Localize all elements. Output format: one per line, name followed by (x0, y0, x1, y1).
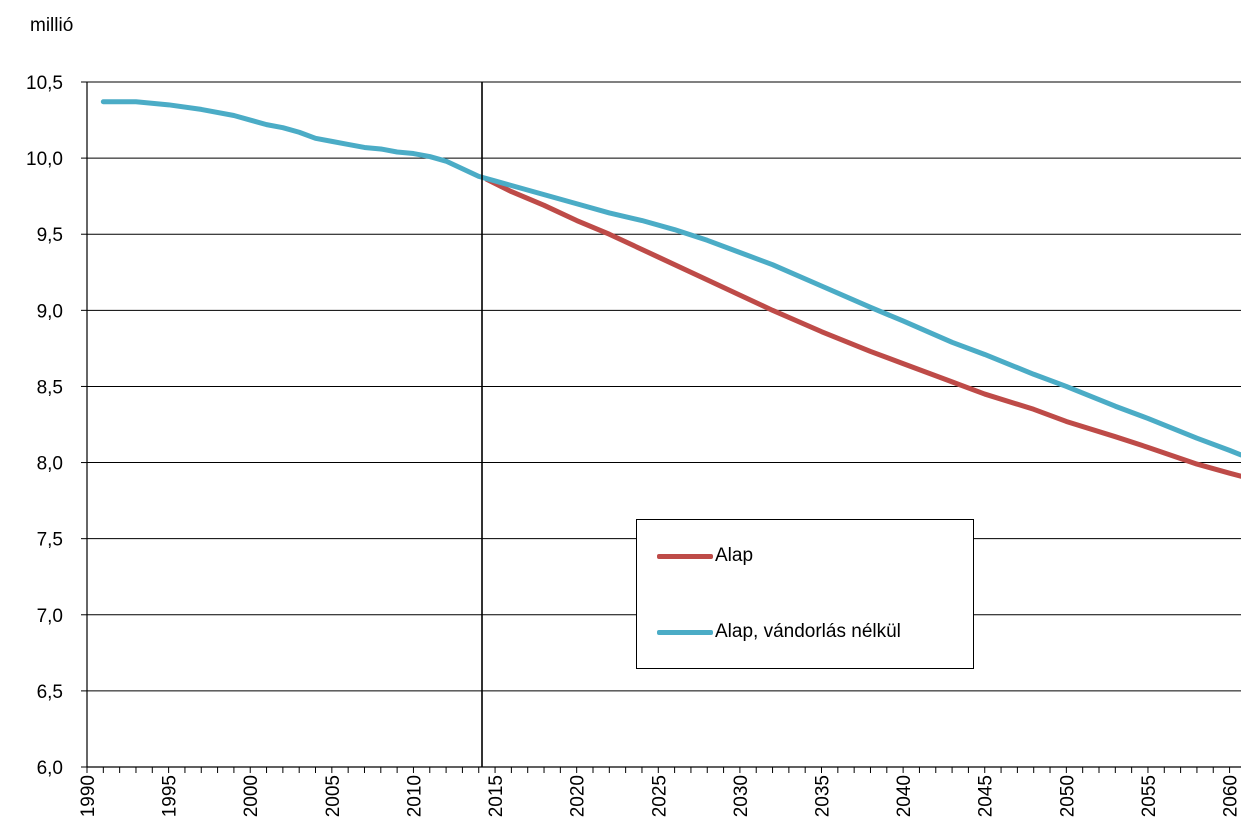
gridlines (87, 81, 1241, 768)
x-tick-label: 2030 (731, 775, 752, 817)
x-tick-labels: 1990 1995 2000 2005 2010 2015 2020 2025 2030 2035… (78, 775, 1241, 817)
y-tick-label: 10,0 (26, 149, 63, 170)
y-tick-label: 6,5 (37, 682, 63, 703)
legend-label-alap-vandorlas-nelkul: Alap, vándorlás nélkül (715, 621, 901, 642)
x-tick-label: 1990 (78, 775, 99, 817)
x-tick-label: 2040 (894, 775, 915, 817)
x-tick-label: 2015 (486, 775, 507, 817)
y-tick-label: 9,5 (37, 225, 63, 246)
series-line-0 (484, 176, 1241, 479)
x-tick-label: 2020 (568, 775, 589, 817)
y-tick-labels: 6,0 6,5 7,0 7,5 8,0 8,5 9,0 9,5 10,0 10,5 (26, 73, 63, 779)
x-tick-label: 2055 (1139, 775, 1160, 817)
y-tick-label: 9,0 (37, 301, 63, 322)
y-tick-label: 7,0 (37, 606, 63, 627)
legend: Alap Alap, vándorlás nélkül (636, 519, 974, 669)
x-tick-label: 2060 (1221, 775, 1241, 817)
legend-item-alap: Alap (657, 545, 753, 567)
series-lines (100, 99, 1241, 479)
legend-item-alap-vandorlas-nelkul: Alap, vándorlás nélkül (657, 621, 901, 643)
x-tick-label: 2005 (323, 775, 344, 817)
legend-swatch-alap (657, 553, 713, 559)
legend-swatch-alap-vandorlas-nelkul (657, 629, 713, 635)
x-tick-label: 2050 (1057, 775, 1078, 817)
axes (81, 81, 1241, 773)
x-tick-label: 2010 (404, 775, 425, 817)
x-tick-label: 2000 (241, 775, 262, 817)
x-tick-label: 2035 (813, 775, 834, 817)
series-line-1 (100, 99, 1241, 458)
x-tick-label: 2045 (976, 775, 997, 817)
x-tick-label: 2025 (649, 775, 670, 817)
legend-label-alap: Alap (715, 545, 754, 566)
x-tick-label: 1995 (160, 775, 181, 817)
y-tick-label: 8,5 (37, 377, 63, 398)
y-tick-label: 7,5 (37, 530, 63, 551)
y-unit-label: millió (30, 15, 73, 36)
y-tick-label: 6,0 (37, 758, 63, 779)
y-tick-label: 10,5 (26, 73, 63, 94)
y-tick-label: 8,0 (37, 454, 63, 475)
